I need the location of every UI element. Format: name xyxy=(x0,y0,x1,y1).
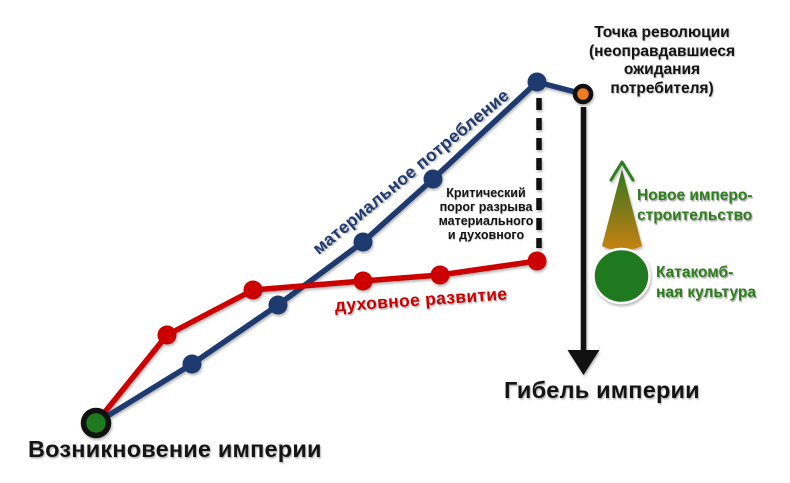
origin-point xyxy=(80,407,112,439)
new-empire-label: Новое имперо- строительство xyxy=(637,187,753,224)
catacomb-culture-label: Катакомб- ная культура xyxy=(656,264,757,301)
spiritual-point xyxy=(353,271,373,291)
spiritual-point xyxy=(430,265,450,285)
material-point xyxy=(182,354,202,374)
material-point xyxy=(268,295,288,315)
material-consumption-line xyxy=(94,79,584,426)
revolution-label: Точка революции (неоправдавшиеся ожидани… xyxy=(588,24,736,97)
material-point xyxy=(527,72,547,92)
material-point xyxy=(353,232,373,252)
growth-arrow-icon xyxy=(609,160,635,182)
critical-gap-label: Критический порог разрыва материального … xyxy=(438,186,534,242)
spiritual-development-line xyxy=(93,258,538,425)
revolution-point xyxy=(572,83,594,105)
spiritual-point xyxy=(157,325,177,345)
spiritual-point xyxy=(243,280,263,300)
spiritual-point xyxy=(527,251,547,271)
death-arrow-head xyxy=(567,350,600,375)
growth-cone xyxy=(602,169,642,251)
empire-origin-label: Возникновение империи xyxy=(28,436,322,462)
empire-death-label: Гибель империи xyxy=(504,377,700,403)
series-layer xyxy=(80,72,600,439)
catacomb-circle xyxy=(592,247,651,305)
material-point xyxy=(423,169,443,189)
